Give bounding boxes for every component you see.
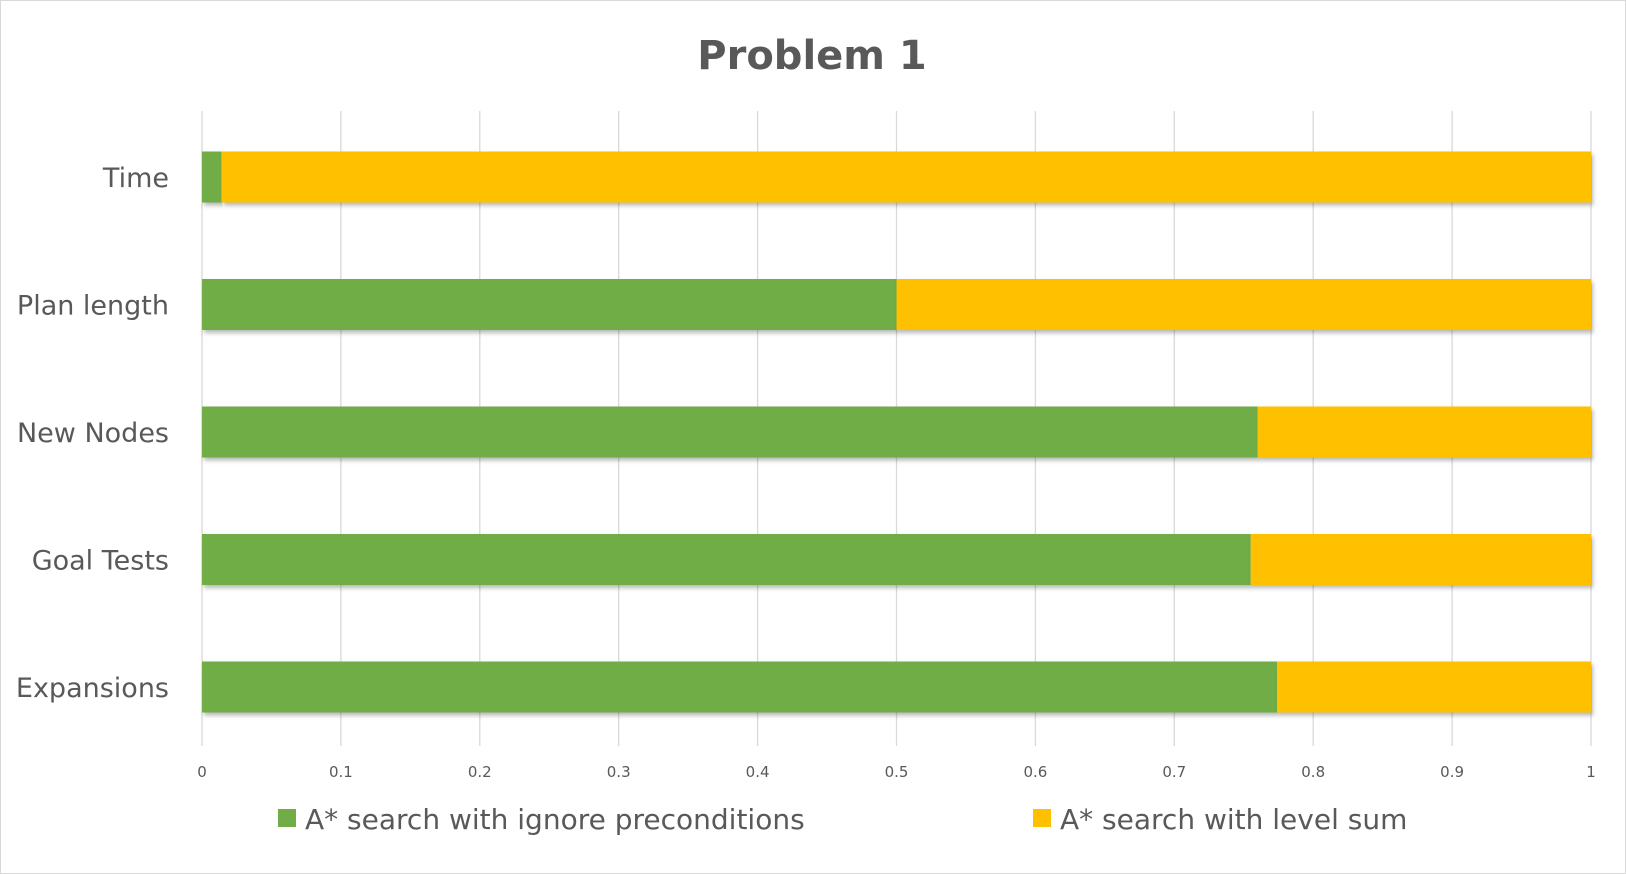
bar-segment-series-1 [221, 151, 1591, 203]
bar-segment-series-0 [202, 661, 1278, 713]
bar-segment-series-0 [202, 279, 897, 330]
category-label: Goal Tests [32, 546, 169, 577]
category-label: Time [102, 163, 169, 194]
category-label: Expansions [16, 673, 169, 704]
chart-title: Problem 1 [697, 33, 926, 79]
bar-segment-series-0 [202, 151, 222, 203]
bar-segment-series-1 [1250, 534, 1591, 585]
category-label: New Nodes [17, 418, 169, 449]
bar-segment-series-1 [896, 279, 1591, 330]
legend-label: A* search with level sum [1060, 803, 1407, 836]
bar-segment-series-1 [1277, 661, 1591, 713]
x-tick-label: 1 [1586, 763, 1596, 781]
bar-segment-series-1 [1257, 406, 1591, 458]
legend-label: A* search with ignore preconditions [305, 803, 805, 836]
bar-segment-series-0 [202, 406, 1258, 458]
x-tick-label: 0.6 [1023, 763, 1047, 781]
x-tick-label: 0.8 [1301, 763, 1325, 781]
x-tick-label: 0.1 [329, 763, 353, 781]
x-tick-label: 0.3 [607, 763, 631, 781]
x-axis-tick-labels: 0 0.1 0.2 0.3 0.4 0.5 0.6 0.7 0.8 0.9 1 [197, 763, 1596, 781]
legend-swatch [278, 809, 296, 827]
x-tick-label: 0.5 [885, 763, 909, 781]
bars [202, 151, 1591, 713]
x-tick-label: 0.4 [746, 763, 770, 781]
category-label: Plan length [17, 291, 169, 322]
legend-swatch [1033, 809, 1051, 827]
x-tick-label: 0.2 [468, 763, 492, 781]
x-tick-label: 0.9 [1440, 763, 1464, 781]
x-tick-label: 0 [197, 763, 207, 781]
x-tick-label: 0.7 [1162, 763, 1186, 781]
bar-segment-series-0 [202, 534, 1251, 585]
category-labels: Time Plan length New Nodes Goal Tests Expans… [16, 163, 169, 704]
legend: A* search with ignore preconditions A* se… [278, 803, 1407, 836]
